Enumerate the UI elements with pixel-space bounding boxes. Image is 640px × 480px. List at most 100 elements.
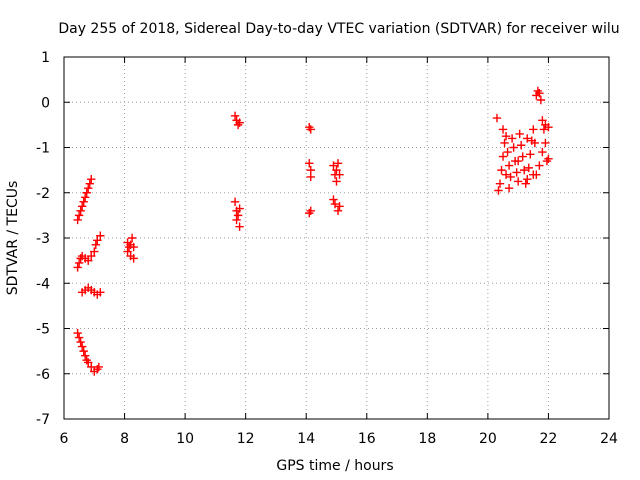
data-point	[306, 125, 315, 134]
data-point	[84, 184, 93, 193]
data-point	[93, 236, 102, 245]
data-point	[500, 138, 509, 148]
data-point	[335, 170, 344, 179]
data-point	[516, 141, 526, 150]
data-point	[127, 233, 137, 243]
data-points	[73, 86, 553, 376]
data-point	[74, 211, 84, 220]
data-point	[523, 174, 532, 184]
x-tick-label: 8	[120, 431, 129, 447]
data-point	[79, 346, 88, 356]
data-point	[77, 202, 87, 211]
data-point	[501, 131, 511, 141]
x-tick-label: 16	[358, 431, 376, 447]
x-tick-label: 24	[600, 431, 618, 447]
data-point	[306, 165, 315, 175]
x-axis-label: GPS time / hours	[276, 458, 393, 474]
data-point	[77, 342, 87, 351]
data-point	[123, 247, 132, 256]
data-point	[503, 147, 512, 157]
x-tick-label: 12	[237, 431, 255, 447]
y-tick-label: -4	[36, 276, 50, 292]
data-point	[539, 125, 549, 134]
data-point	[87, 174, 96, 184]
data-point	[305, 159, 314, 168]
data-point	[504, 184, 514, 193]
data-point	[79, 197, 88, 206]
data-point	[74, 333, 84, 342]
x-tick-label: 18	[418, 431, 436, 447]
data-point	[507, 134, 517, 143]
data-point	[76, 337, 85, 347]
x-tick-label: 20	[479, 431, 497, 447]
data-point	[538, 147, 547, 157]
chart-title: Day 255 of 2018, Sidereal Day-to-day VTE…	[58, 21, 619, 37]
data-point	[535, 89, 544, 98]
data-point	[230, 197, 240, 206]
data-point	[544, 154, 553, 164]
x-tick-label: 6	[60, 431, 69, 447]
data-point	[526, 150, 535, 159]
data-point	[329, 195, 338, 204]
y-tick-label: 1	[41, 50, 50, 66]
data-point	[524, 163, 533, 173]
data-point	[73, 328, 82, 338]
data-point	[513, 177, 523, 186]
data-point	[233, 211, 243, 220]
data-point	[495, 179, 505, 188]
data-point	[80, 351, 90, 360]
data-point	[509, 143, 518, 152]
data-point	[530, 138, 540, 148]
data-point	[74, 258, 84, 268]
data-point	[129, 254, 138, 263]
y-tick-label: -1	[36, 141, 50, 157]
x-tick-label: 10	[176, 431, 194, 447]
data-point	[84, 358, 93, 367]
data-point	[232, 215, 241, 225]
data-point	[335, 202, 344, 211]
data-point	[523, 134, 532, 143]
data-point	[544, 122, 553, 132]
data-point	[126, 240, 135, 249]
x-tick-label: 22	[540, 431, 558, 447]
y-tick-label: -2	[36, 186, 50, 202]
grid-lines	[64, 57, 609, 419]
data-point	[506, 172, 515, 182]
data-point	[73, 215, 82, 225]
data-point	[96, 288, 105, 297]
data-point	[330, 199, 340, 209]
data-point	[80, 193, 90, 202]
data-point	[235, 204, 244, 213]
x-tick-label: 14	[297, 431, 315, 447]
data-point	[73, 263, 82, 272]
data-point	[538, 116, 547, 125]
data-point	[91, 240, 100, 249]
data-point	[87, 362, 96, 372]
y-tick-label: -5	[36, 322, 50, 338]
data-point	[497, 165, 506, 175]
data-point	[76, 206, 85, 216]
data-point	[332, 177, 341, 186]
data-point	[520, 165, 529, 175]
data-point	[501, 170, 511, 179]
data-point	[84, 256, 93, 265]
data-point	[90, 247, 99, 256]
data-point	[306, 172, 315, 182]
data-point	[235, 118, 244, 127]
data-point	[535, 161, 544, 170]
data-point	[498, 125, 508, 134]
data-point	[96, 231, 105, 240]
data-point	[521, 179, 530, 188]
data-point	[332, 165, 341, 175]
data-point	[541, 138, 550, 148]
data-point	[513, 156, 523, 166]
data-point	[504, 161, 514, 170]
data-point	[306, 206, 315, 216]
data-point	[498, 152, 508, 161]
data-point	[494, 186, 503, 195]
y-tick-label: -3	[36, 231, 50, 247]
data-point	[529, 125, 538, 134]
data-point	[82, 188, 91, 197]
